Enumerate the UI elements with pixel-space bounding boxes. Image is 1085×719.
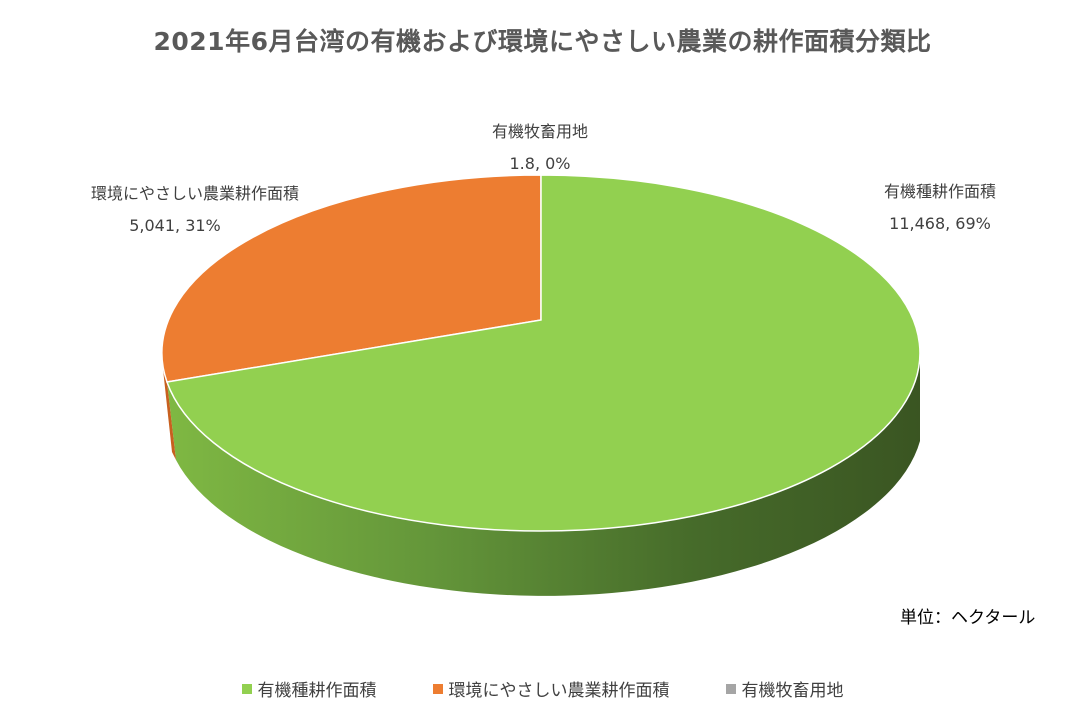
- legend-item-organic-farming[interactable]: 有機種耕作面積: [241, 676, 377, 701]
- legend-item-organic-livestock[interactable]: 有機牧畜用地: [725, 676, 844, 701]
- legend-swatch-icon: [725, 683, 736, 694]
- label-value: 1.8, 0%: [509, 154, 571, 173]
- chart-title: 2021年6月台湾の有機および環境にやさしい農業の耕作面積分類比: [153, 27, 932, 56]
- legend-label: 環境にやさしい農業耕作面積: [448, 681, 670, 701]
- label-name: 有機種耕作面積: [883, 182, 996, 201]
- label-value: 5,041, 31%: [129, 216, 221, 235]
- pie-slice-orange[interactable]: [161, 174, 542, 383]
- legend: 有機種耕作面積 環境にやさしい農業耕作面積 有機牧畜用地: [0, 676, 1085, 701]
- legend-swatch-icon: [241, 683, 252, 694]
- unit-label: 単位：ヘクタール: [900, 608, 1036, 628]
- pie-side-green: [167, 353, 921, 596]
- pie-side-orange: [162, 360, 176, 460]
- label-name: 環境にやさしい農業耕作面積: [90, 184, 299, 203]
- legend-swatch-icon: [432, 683, 443, 694]
- pie-slice-green[interactable]: [165, 174, 921, 532]
- label-organic-livestock: 有機牧畜用地 1.8, 0%: [480, 118, 600, 173]
- label-eco-farming: 環境にやさしい農業耕作面積 5,041, 31%: [40, 180, 350, 235]
- legend-label: 有機種耕作面積: [257, 681, 377, 701]
- label-value: 11,468, 69%: [889, 214, 991, 233]
- label-name: 有機牧畜用地: [491, 122, 588, 141]
- legend-label: 有機牧畜用地: [741, 681, 844, 701]
- legend-item-eco-farming[interactable]: 環境にやさしい農業耕作面積: [432, 676, 670, 701]
- label-organic-farming: 有機種耕作面積 11,468, 69%: [860, 178, 1020, 233]
